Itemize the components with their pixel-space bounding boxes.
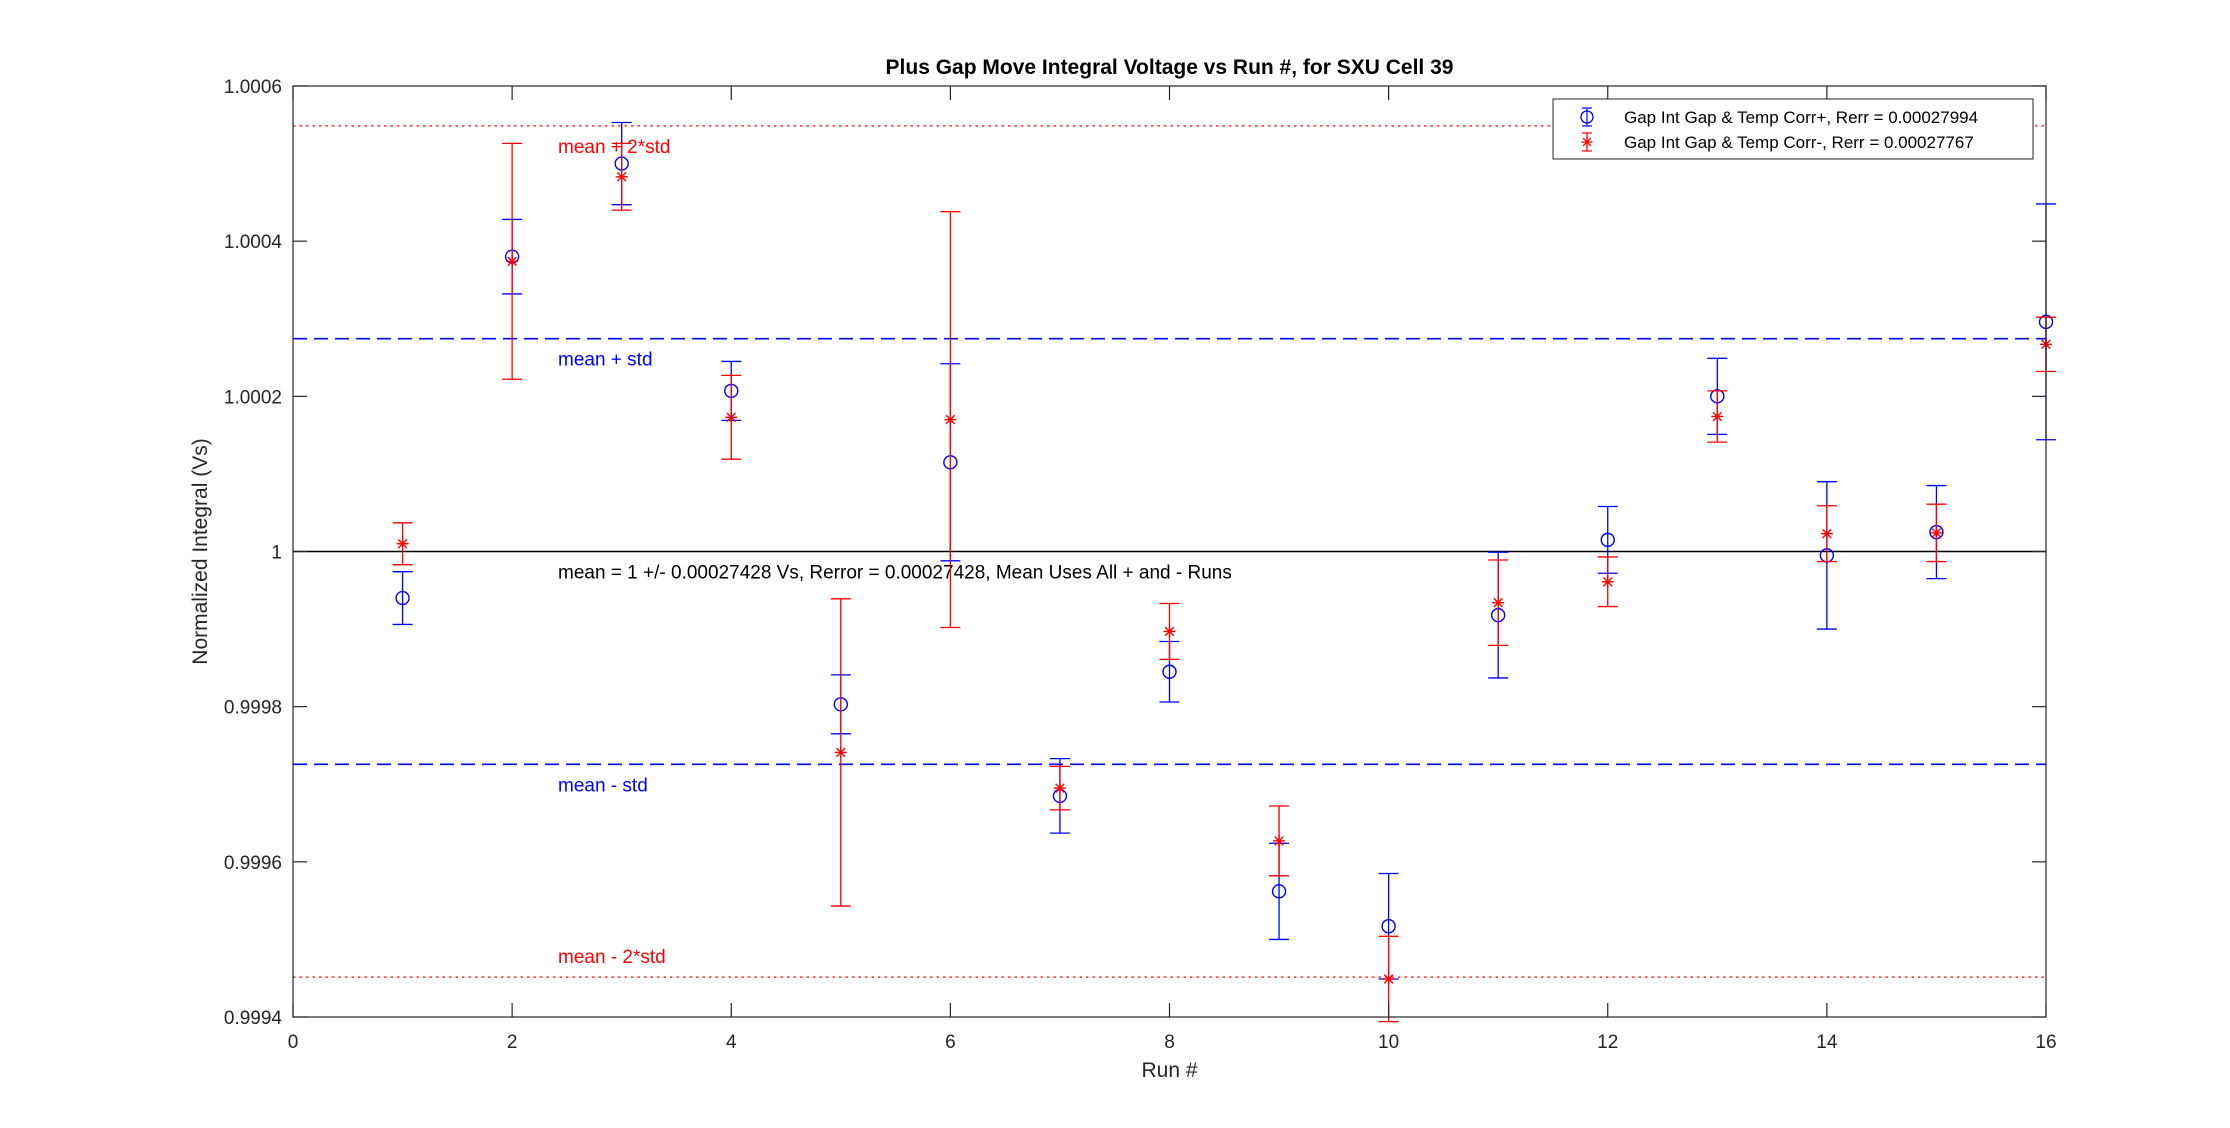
x-tick-label: 4 [726, 1032, 737, 1053]
data-point-asterisk [1492, 596, 1505, 609]
x-tick-label: 10 [1378, 1032, 1399, 1053]
y-tick-label: 0.9996 [224, 853, 282, 874]
y-tick-label: 1.0004 [224, 232, 283, 253]
series-layer [392, 121, 2056, 1023]
asterisk-stroke [1055, 783, 1065, 793]
data-point-circle [1381, 919, 1396, 934]
y-tick-label: 0.9998 [224, 698, 282, 719]
legend-item: Gap Int Gap & Temp Corr+, Rerr = 0.00027… [1580, 107, 1978, 127]
y-tick-label: 1.0006 [224, 77, 282, 98]
legend: Gap Int Gap & Temp Corr+, Rerr = 0.00027… [1552, 98, 2034, 160]
asterisk-stroke [1274, 836, 1284, 846]
x-tick-label: 0 [288, 1032, 299, 1053]
data-point-asterisk [944, 413, 957, 426]
x-axis-label: Run # [1141, 1059, 1197, 1082]
asterisk-stroke [507, 256, 517, 267]
data-point-asterisk [1711, 410, 1724, 423]
asterisk-stroke [1164, 626, 1175, 637]
x-tick-label: 6 [945, 1032, 956, 1053]
data-point-circle [1162, 664, 1177, 679]
data-point-circle [1600, 532, 1615, 548]
data-point-asterisk [396, 537, 409, 550]
reference-line-label: mean = 1 +/- 0.00027428 Vs, Rerror = 0.0… [558, 563, 1232, 584]
data-point-asterisk [615, 170, 628, 183]
chart-title: Plus Gap Move Integral Voltage vs Run #,… [886, 56, 1454, 79]
y-axis-label: Normalized Integral (Vs) [189, 438, 212, 664]
asterisk-stroke [835, 747, 846, 758]
reference-lines [293, 125, 2046, 978]
data-point-asterisk [1930, 526, 1943, 539]
asterisk-stroke [1822, 528, 1832, 539]
data-point-asterisk [725, 411, 738, 424]
data-point-asterisk [1163, 625, 1176, 638]
asterisk-stroke [1582, 137, 1592, 147]
reference-labels: mean = 1 +/- 0.00027428 Vs, Rerror = 0.0… [558, 137, 1232, 968]
reference-line-label: mean + 2*std [558, 137, 671, 158]
asterisk-stroke [1383, 974, 1394, 984]
asterisk-stroke [945, 414, 956, 425]
x-tick-label: 12 [1597, 1032, 1618, 1053]
legend-marker-asterisk [1581, 136, 1593, 148]
data-point-asterisk [1382, 972, 1395, 985]
reference-line-label: mean - std [558, 775, 648, 796]
asterisk-stroke [1931, 528, 1942, 538]
data-point-asterisk [1820, 527, 1833, 540]
asterisk-stroke [726, 412, 737, 423]
x-tick-label: 8 [1164, 1032, 1175, 1053]
legend-marker-circle [1580, 110, 1594, 124]
asterisk-stroke [397, 538, 408, 549]
asterisk-stroke [1493, 597, 1504, 608]
y-tick-label: 1 [271, 543, 282, 564]
data-point-asterisk [1601, 575, 1614, 588]
data-point-asterisk [1053, 782, 1066, 795]
y-tick-label: 0.9994 [224, 1008, 283, 1029]
data-point-asterisk [1273, 834, 1286, 847]
x-tick-label: 14 [1816, 1032, 1838, 1053]
x-axis-ticks: 0 2 4 6 8 10 12 14 16 [288, 86, 2057, 1053]
legend-label: Gap Int Gap & Temp Corr-, Rerr = 0.00027… [1624, 133, 1974, 152]
legend-box [1552, 98, 2034, 160]
asterisk-stroke [616, 171, 627, 182]
data-point-asterisk [834, 746, 847, 759]
x-tick-label: 16 [2035, 1032, 2056, 1053]
reference-line-label: mean - 2*std [558, 947, 666, 968]
legend-item: Gap Int Gap & Temp Corr-, Rerr = 0.00027… [1581, 132, 1974, 152]
y-tick-label: 1.0002 [224, 387, 282, 408]
legend-label: Gap Int Gap & Temp Corr+, Rerr = 0.00027… [1624, 108, 1978, 127]
x-tick-label: 2 [507, 1032, 518, 1053]
error-bar [392, 571, 413, 626]
asterisk-stroke [1602, 576, 1613, 587]
data-point-circle [395, 590, 410, 606]
data-point-circle [1271, 884, 1287, 899]
asterisk-stroke [1712, 411, 1723, 422]
y-axis-ticks: 0.9994 0.9996 0.9998 1 1.0002 1.0004 1.0006 [224, 77, 2046, 1029]
reference-line-label: mean + std [558, 350, 653, 371]
series-2 [392, 142, 2056, 1023]
data-point-asterisk [506, 255, 519, 268]
